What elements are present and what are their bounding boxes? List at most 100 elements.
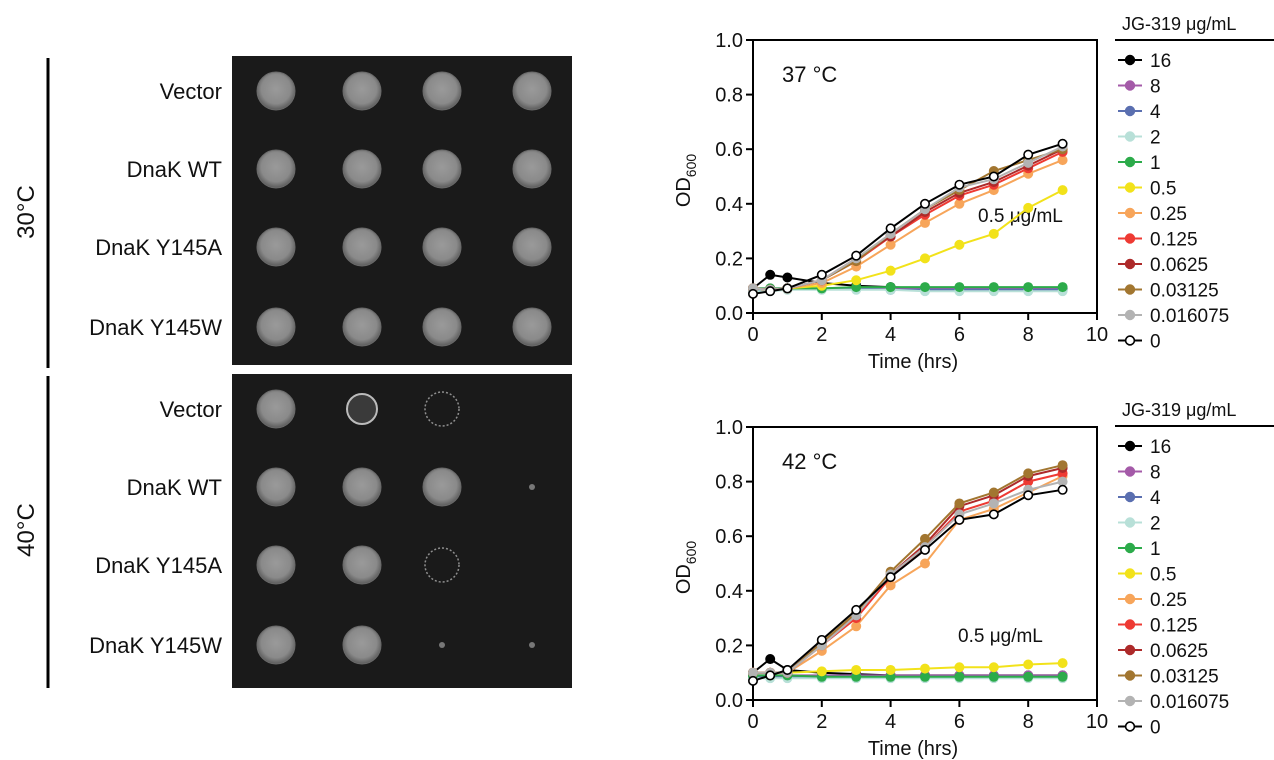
legend-item: 0.5 (1118, 179, 1176, 200)
legend-item: 0.5 (1118, 565, 1176, 586)
legend-marker (1124, 335, 1136, 346)
data-point (765, 269, 776, 280)
x-tick-label: 8 (1023, 711, 1034, 733)
strain-label: DnaK Y145W (89, 315, 222, 340)
legend-marker (1124, 440, 1136, 452)
plate-panel: 40°C Vector DnaK WT DnaK Y145A DnaK Y145W (13, 374, 572, 688)
x-tick-label: 10 (1086, 711, 1108, 733)
data-point (1023, 659, 1034, 670)
legend: JG-319 μg/mL 16 8 4 2 1 0.5 0.25 0.125 0.0625 0.03… (1115, 14, 1274, 353)
data-point (1057, 484, 1068, 495)
data-point (1057, 185, 1068, 196)
x-axis-label: Time (hrs) (868, 351, 958, 373)
colony-spot (422, 307, 462, 347)
plot-frame (752, 426, 1098, 701)
y-tick-label: 0.6 (715, 526, 743, 548)
legend-label: 1 (1150, 539, 1161, 560)
series-line (752, 488, 1063, 682)
data-point (782, 272, 793, 283)
data-point (919, 671, 930, 682)
data-point (1057, 658, 1068, 669)
data-point (988, 171, 999, 182)
colony-spot (424, 391, 460, 427)
data-point (885, 239, 896, 250)
data-point (885, 282, 896, 293)
colony-spot (512, 149, 552, 189)
x-tick-label: 6 (954, 324, 965, 346)
data-point (919, 533, 930, 544)
y-tick-label: 1.0 (715, 30, 743, 52)
data-point (954, 514, 965, 525)
data-point (747, 667, 758, 678)
colony-spot (512, 71, 552, 111)
legend-label: 0 (1150, 718, 1161, 739)
series-0 (747, 138, 1068, 299)
legend-marker (1124, 542, 1136, 554)
legend-label: 0.016075 (1150, 306, 1229, 327)
legend-label: 4 (1150, 102, 1161, 123)
legend-marker (1124, 721, 1136, 732)
x-axis-label: Time (hrs) (868, 738, 958, 760)
legend-item: 8 (1118, 463, 1161, 484)
colony-spot (256, 625, 296, 665)
data-point (1057, 476, 1068, 487)
data-point (954, 662, 965, 673)
data-point (885, 664, 896, 675)
strain-label: DnaK Y145A (95, 235, 222, 260)
colony-spot (256, 545, 296, 585)
legend-label: 0.03125 (1150, 667, 1219, 688)
x-tick-label: 0 (747, 324, 758, 346)
legend-label: 0.5 (1150, 179, 1176, 200)
legend-item: 2 (1118, 128, 1161, 149)
legend-item: 0 (1118, 718, 1161, 739)
data-point (1057, 460, 1068, 471)
y-tick-label: 0.0 (715, 690, 743, 712)
legend-marker (1124, 131, 1136, 142)
legend-marker (1124, 182, 1136, 193)
legend-label: 0.0625 (1150, 641, 1208, 662)
series-0 (747, 484, 1068, 686)
legend-item: 0.03125 (1118, 667, 1219, 688)
y-axis-label: OD600 (673, 541, 699, 595)
legend-marker (1124, 233, 1136, 244)
data-point (747, 675, 758, 686)
data-point (851, 664, 862, 675)
colony-spot (342, 71, 382, 111)
data-point (919, 282, 930, 293)
data-point (954, 282, 965, 293)
data-point (1023, 149, 1034, 160)
legend-item: 16 (1118, 51, 1171, 72)
legend-marker (1124, 619, 1136, 630)
plate-panel: 30°C Vector DnaK WT DnaK Y145A DnaK Y145W (13, 56, 572, 368)
x-tick-label: 10 (1086, 324, 1108, 346)
data-point (782, 283, 793, 294)
data-point (988, 662, 999, 673)
legend-marker (1124, 207, 1136, 219)
data-point (851, 250, 862, 261)
series-annotation: 0.5 μg/mL (958, 626, 1043, 647)
series-annotation: 0.5 μg/mL (978, 206, 1063, 227)
y-tick-label: 0.0 (715, 303, 743, 325)
colony-spot (256, 467, 296, 507)
data-point (765, 670, 776, 681)
legend: JG-319 μg/mL 16 8 4 2 1 0.5 0.25 0.125 0.0625 0.03… (1115, 400, 1274, 739)
legend-marker (1124, 568, 1136, 579)
data-point (851, 275, 862, 286)
data-point (919, 217, 930, 228)
x-tick-label: 4 (885, 324, 896, 346)
condition-label: 40°C (13, 503, 40, 557)
legend-label: 2 (1150, 514, 1161, 535)
legend-item: 0.016075 (1118, 306, 1229, 327)
temperature-annotation: 37 °C (782, 62, 837, 87)
data-point (1023, 671, 1034, 682)
colony-spot (422, 467, 462, 507)
y-tick-label: 0.2 (715, 635, 743, 657)
legend-item: 0.0625 (1118, 255, 1208, 276)
legend-title: JG-319 μg/mL (1122, 400, 1236, 420)
colony-spot (439, 642, 445, 648)
legend-label: 0.0625 (1150, 255, 1208, 276)
colony-spot (342, 625, 382, 665)
